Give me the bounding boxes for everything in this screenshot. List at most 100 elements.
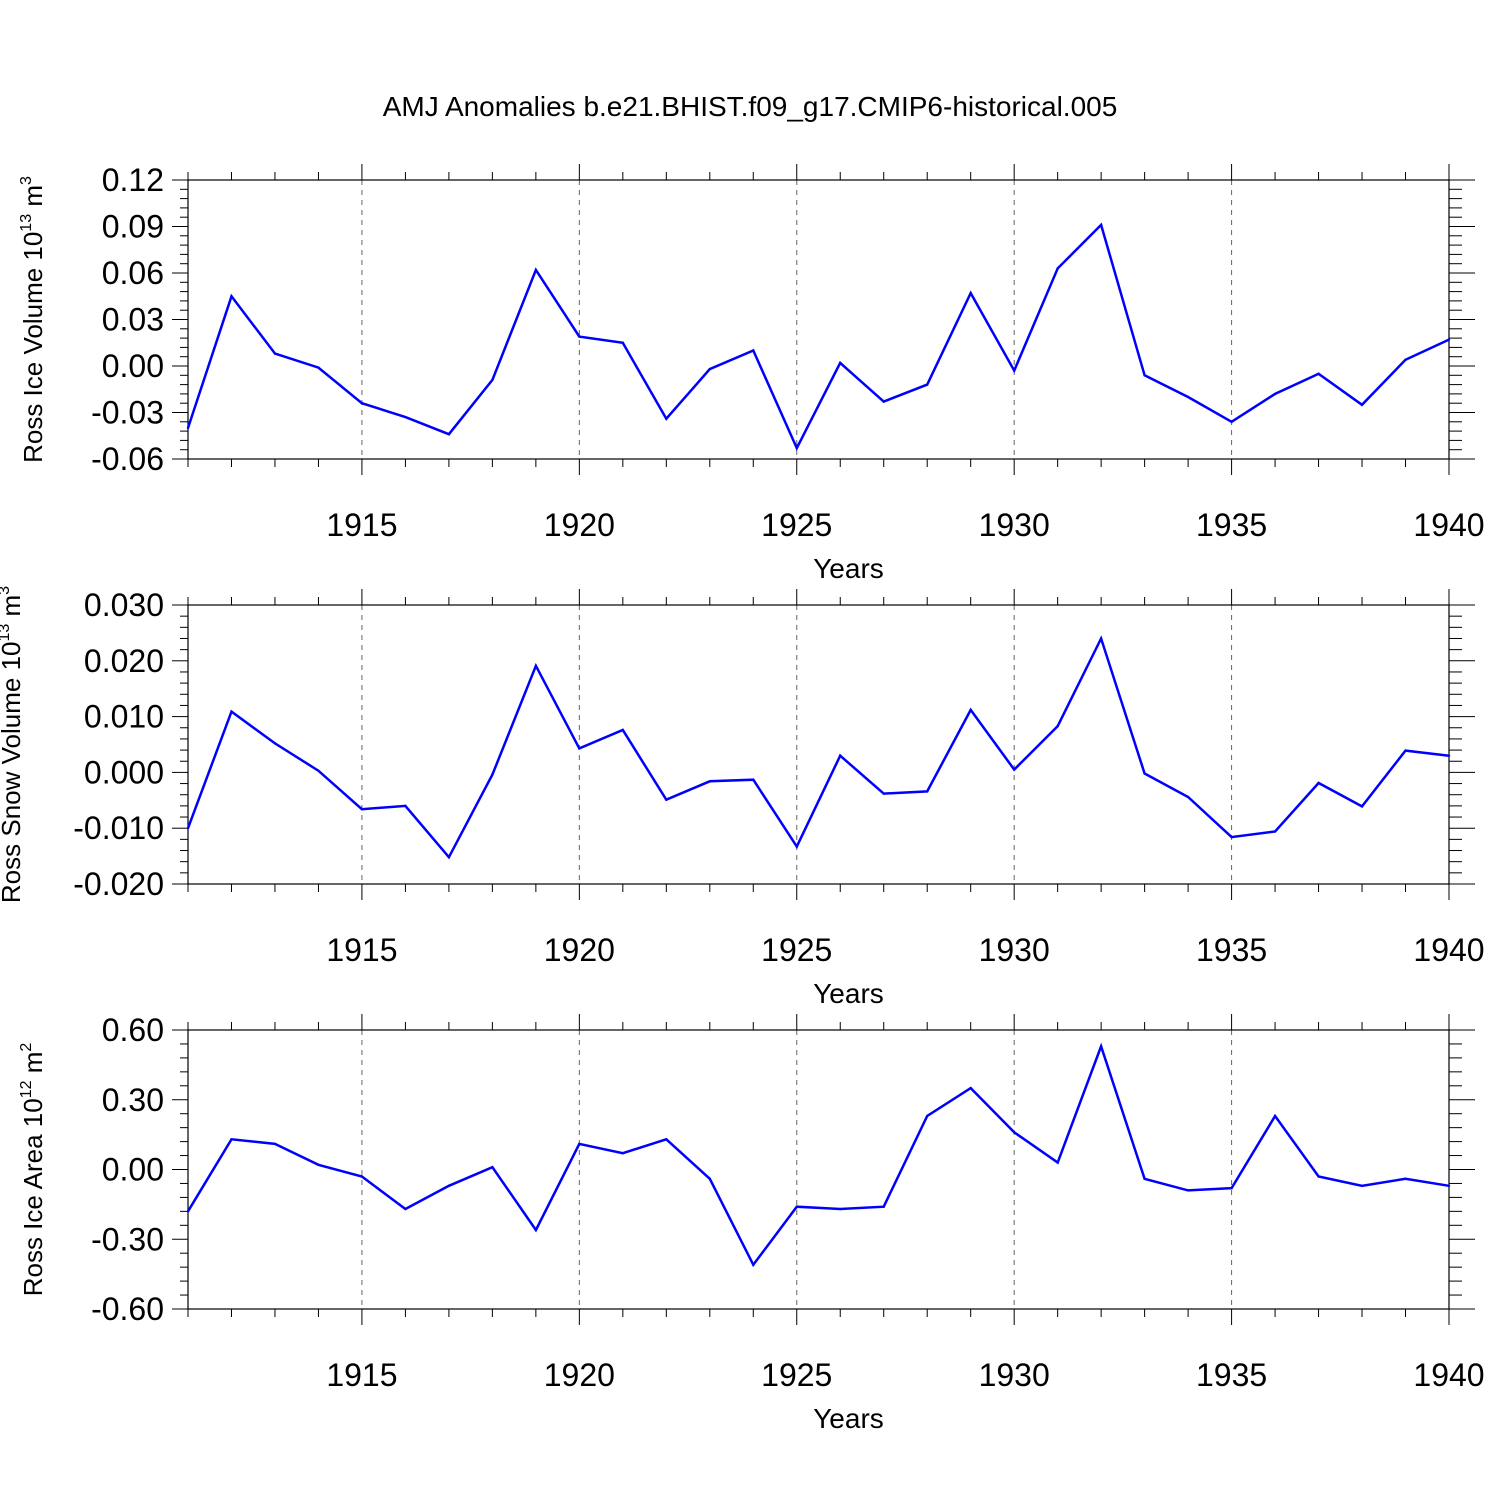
x-tick-label: 1925 — [761, 932, 832, 968]
data-point — [708, 780, 711, 783]
data-point — [1404, 749, 1407, 752]
data-point — [1186, 795, 1190, 799]
x-tick-label: 1940 — [1413, 1357, 1484, 1393]
x-tick-label: 1915 — [326, 507, 397, 543]
data-point — [882, 792, 885, 795]
data-point — [447, 856, 451, 859]
data-point — [1012, 369, 1016, 372]
y-axis-label-unit-exponent: 2 — [18, 1043, 35, 1052]
y-axis-label: Ross Ice Area 1012 m2 — [18, 1043, 48, 1297]
data-point — [1360, 403, 1364, 406]
data-point — [752, 1263, 755, 1267]
x-tick-label: 1930 — [979, 507, 1050, 543]
data-point — [795, 845, 798, 848]
series-line — [186, 1042, 1450, 1268]
x-tick-label: 1930 — [979, 1357, 1050, 1393]
data-point — [447, 1184, 451, 1187]
x-tick-label: 1940 — [1413, 932, 1484, 968]
y-axis-label-unit-exponent: 3 — [0, 586, 13, 595]
data-point — [534, 664, 538, 668]
data-point — [665, 1138, 668, 1141]
y-axis-label-unit: m — [18, 185, 48, 214]
data-point — [1317, 372, 1320, 375]
data-point — [1447, 338, 1451, 341]
data-point — [969, 708, 972, 712]
data-point — [1143, 374, 1146, 377]
data-point — [621, 728, 625, 732]
y-axis-label-text: Ross Ice Volume 10 — [18, 232, 48, 463]
data-point — [1317, 781, 1320, 785]
y-axis-label-unit: m — [0, 595, 26, 624]
x-tick-label: 1940 — [1413, 507, 1484, 543]
x-tick-label: 1915 — [326, 932, 397, 968]
plot-frame — [187, 1029, 1450, 1310]
data-point — [621, 341, 625, 344]
y-tick-label: 0.00 — [102, 348, 164, 384]
panel-1: -0.06 -0.03 0.00 0.03 0.06 0.09 0.12 1915 1920 19… — [18, 162, 1485, 584]
data-point — [404, 415, 407, 419]
y-axis-label-exponent: 13 — [0, 624, 13, 642]
data-point — [1099, 1045, 1103, 1048]
y-axis-label-exponent: 12 — [18, 1080, 35, 1098]
data-point — [1273, 830, 1277, 833]
data-point — [882, 1205, 885, 1208]
x-tick-label: 1935 — [1196, 932, 1267, 968]
y-tick-label: 0.30 — [102, 1082, 164, 1118]
data-point — [578, 747, 581, 750]
data-point — [1360, 805, 1364, 808]
x-tick-label: 1925 — [761, 507, 832, 543]
plot-frame — [187, 604, 1450, 885]
data-point — [534, 268, 538, 272]
data-point — [1056, 724, 1059, 728]
data-point — [1404, 358, 1407, 361]
series-line — [186, 635, 1450, 860]
data-point — [795, 446, 798, 450]
data-point — [491, 773, 494, 776]
data-point — [665, 417, 668, 420]
data-point — [1230, 835, 1233, 839]
x-tick-label: 1925 — [761, 1357, 832, 1393]
data-point — [273, 1142, 277, 1146]
x-axis-label: Years — [813, 978, 884, 1009]
data-point — [317, 769, 320, 772]
data-point — [1143, 1177, 1146, 1181]
data-point — [1360, 1184, 1364, 1187]
data-point — [1186, 1189, 1190, 1192]
panels: -0.06 -0.03 0.00 0.03 0.06 0.09 0.12 1915 1920 19… — [0, 162, 1485, 1434]
y-tick-label: 0.000 — [84, 754, 164, 790]
data-point — [708, 367, 711, 371]
data-point — [1273, 392, 1277, 396]
data-point — [317, 366, 320, 369]
data-point — [230, 710, 233, 713]
y-tick-label: 0.00 — [102, 1152, 164, 1188]
data-point — [404, 804, 407, 808]
data-point — [1230, 420, 1233, 423]
data-point — [230, 295, 233, 298]
data-point — [491, 378, 494, 382]
data-point — [1230, 1186, 1233, 1190]
data-point — [404, 1207, 407, 1211]
x-tick-label: 1930 — [979, 932, 1050, 968]
y-axis-label: Ross Snow Volume 1013 m3 — [0, 586, 26, 903]
data-point — [186, 426, 190, 430]
data-point — [926, 383, 929, 386]
data-point — [621, 1152, 625, 1155]
y-tick-label: 0.03 — [102, 302, 164, 338]
x-axis-label: Years — [813, 553, 884, 584]
y-tick-label: 0.60 — [102, 1012, 164, 1048]
y-axis-label: Ross Ice Volume 1013 m3 — [18, 176, 48, 463]
data-point — [1404, 1177, 1407, 1181]
data-point — [1012, 1131, 1016, 1134]
y-tick-label: -0.03 — [91, 395, 164, 431]
data-point — [273, 352, 277, 355]
data-point — [578, 1142, 581, 1146]
panel-2: -0.020 -0.010 0.000 0.010 0.020 0.030 1915 1920… — [0, 586, 1485, 1009]
y-axis-label-unit: m — [18, 1052, 48, 1081]
x-tick-label: 1915 — [326, 1357, 397, 1393]
y-tick-label: 0.12 — [102, 162, 164, 198]
data-point — [1186, 395, 1190, 399]
data-point — [360, 808, 364, 811]
y-axis-label-unit-exponent: 3 — [18, 176, 35, 185]
plot-frame — [187, 179, 1450, 460]
